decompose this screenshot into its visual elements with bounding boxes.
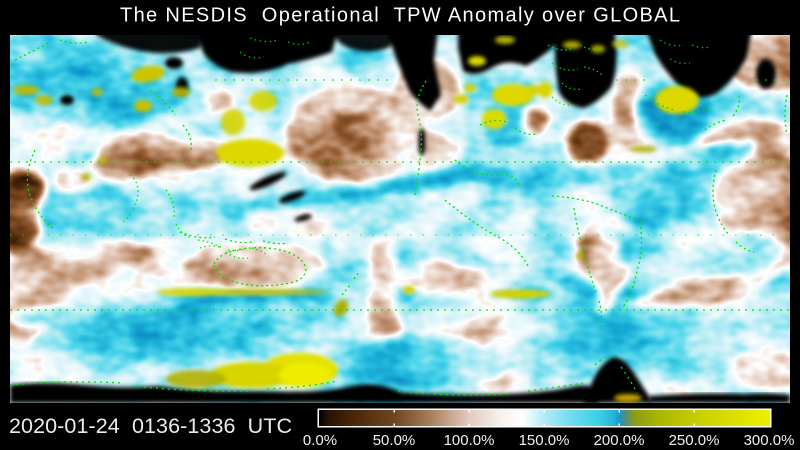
svg-text:150.0%: 150.0% (519, 432, 570, 449)
svg-text:250.0%: 250.0% (669, 432, 720, 449)
svg-text:50.0%: 50.0% (373, 432, 416, 449)
svg-text:300.0%: 300.0% (744, 432, 795, 449)
svg-text:200.0%: 200.0% (594, 432, 645, 449)
svg-text:2020-01-24 0136-1336 UTC: 2020-01-24 0136-1336 UTC (9, 414, 292, 438)
svg-text:100.0%: 100.0% (444, 432, 495, 449)
svg-text:The NESDIS Operational TPW A: The NESDIS Operational TPW Anomaly over … (120, 5, 680, 27)
svg-text:0.0%: 0.0% (303, 432, 337, 449)
